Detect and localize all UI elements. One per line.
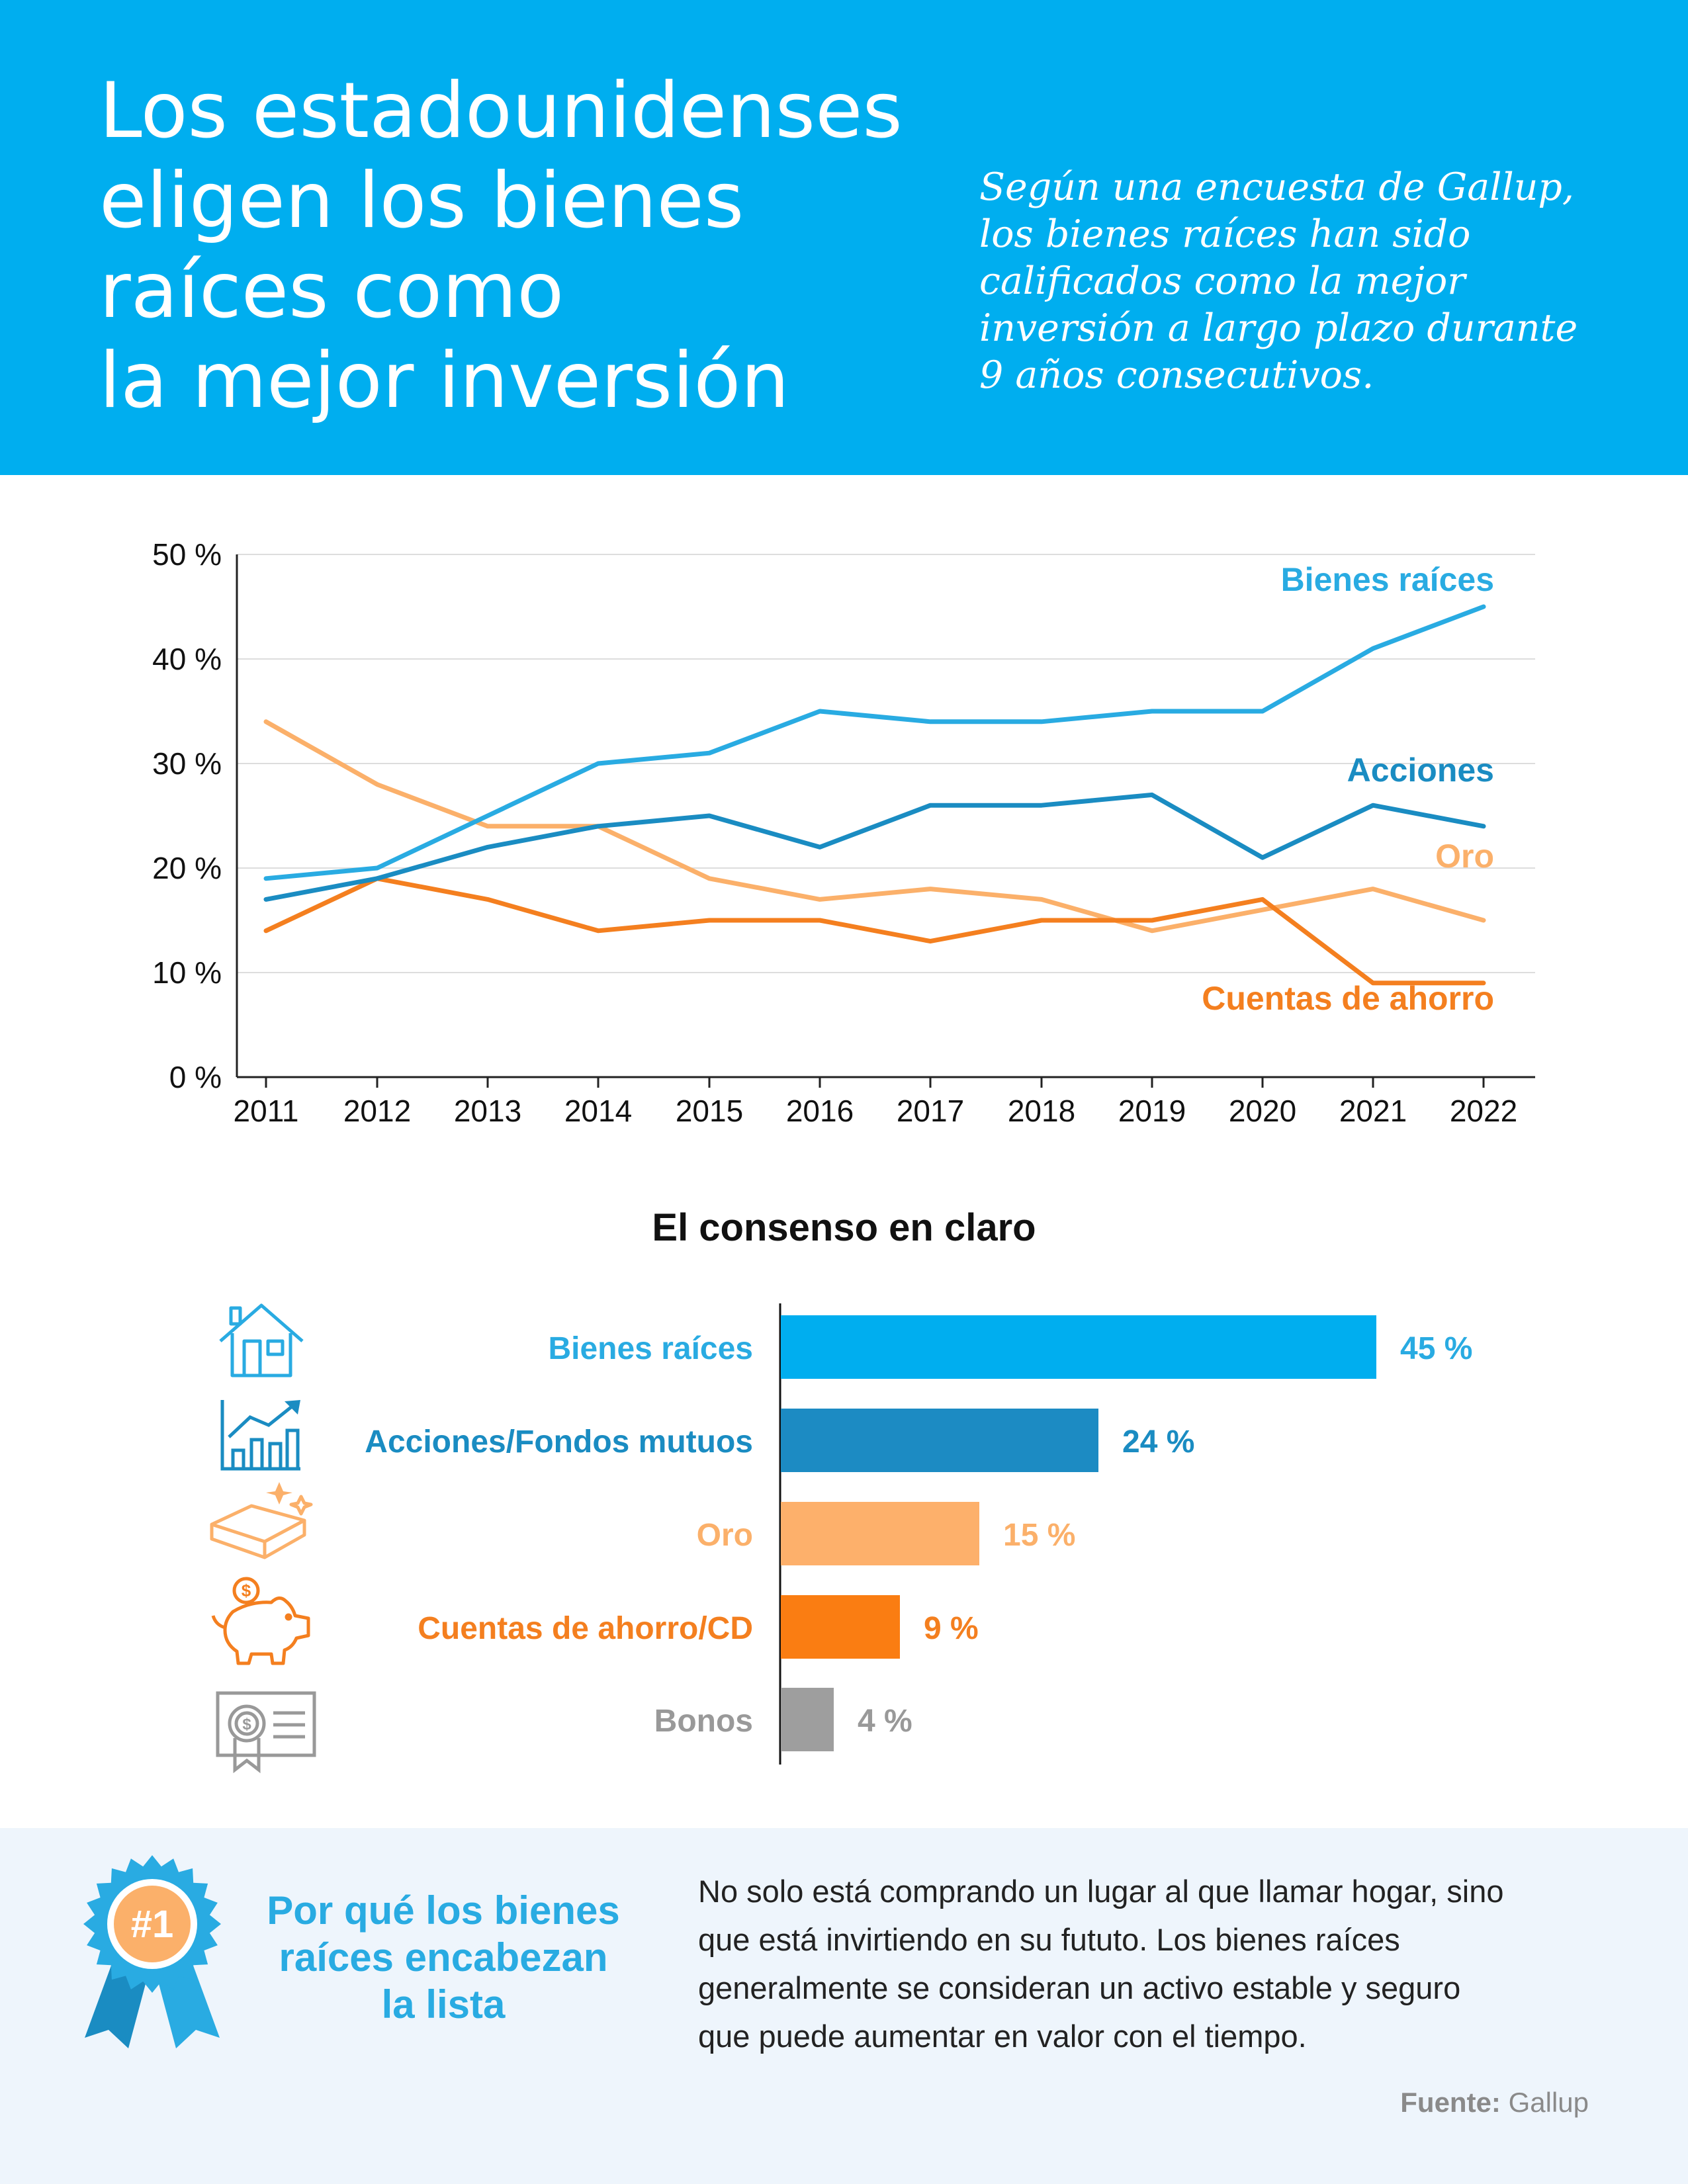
bar-value-label: 45 % <box>1400 1331 1472 1366</box>
x-tick-label: 2011 <box>234 1094 299 1128</box>
series-label: Bienes raíces <box>1281 561 1494 598</box>
x-tick-label: 2021 <box>1339 1094 1407 1128</box>
bond-certificate-icon: $ <box>216 1691 316 1773</box>
bar-category-label: Bienes raíces <box>548 1331 753 1366</box>
x-tick-label: 2012 <box>343 1094 411 1128</box>
series-line-cuentas-de-ahorro <box>263 876 1486 986</box>
x-tick-label: 2018 <box>1008 1094 1075 1128</box>
medal-rank: #1 <box>131 1903 174 1946</box>
y-tick-label: 50 % <box>152 537 222 572</box>
bar-category-label: Acciones/Fondos mutuos <box>365 1424 753 1460</box>
y-tick-label: 0 % <box>169 1060 222 1094</box>
svg-text:$: $ <box>242 1716 251 1733</box>
bar <box>781 1409 1098 1472</box>
series-line-acciones <box>263 792 1486 902</box>
series-label: Oro <box>1435 838 1494 875</box>
y-tick-label: 40 % <box>152 642 222 676</box>
footer-title: Por qué los bienes raíces encabezan la l… <box>267 1888 620 2027</box>
x-tick-label: 2014 <box>564 1094 632 1128</box>
bar <box>781 1502 979 1565</box>
bar-value-label: 15 % <box>1003 1518 1075 1553</box>
svg-text:$: $ <box>242 1581 251 1600</box>
page-title: Los estadounidenses eligen los bienes ra… <box>99 66 903 425</box>
x-tick-label: 2015 <box>676 1094 743 1128</box>
source-label: Fuente: <box>1400 2087 1501 2118</box>
bar-chart: Bienes raíces 45 % Acciones/Fondos mutuos 2… <box>365 1303 1472 1765</box>
x-tick-label: 2022 <box>1450 1094 1517 1128</box>
y-tick-label: 20 % <box>152 851 222 885</box>
line-chart: 0 % 10 % 20 % 30 % 40 % 50 % 2011 2012 2013 2014 2… <box>152 537 1535 1128</box>
bar-value-label: 9 % <box>924 1611 979 1646</box>
bar-chart-title: El consenso en claro <box>652 1206 1036 1249</box>
y-tick-label: 10 % <box>152 955 222 990</box>
medal-icon: #1 <box>83 1855 221 2048</box>
x-tick-label: 2016 <box>786 1094 854 1128</box>
footer-body: No solo está comprando un lugar al que l… <box>698 1874 1504 2054</box>
source-value: Gallup <box>1508 2087 1589 2118</box>
piggy-bank-icon: $ <box>211 1577 310 1665</box>
x-tick-label: 2017 <box>897 1094 964 1128</box>
x-tick-label: 2019 <box>1118 1094 1186 1128</box>
series-label: Acciones <box>1347 752 1494 789</box>
bar <box>781 1315 1376 1379</box>
x-tick-label: 2013 <box>454 1094 521 1128</box>
gold-bar-icon <box>210 1482 313 1559</box>
bar-category-label: Cuentas de ahorro/CD <box>418 1611 753 1646</box>
bar <box>781 1595 900 1659</box>
header-banner <box>0 0 1688 475</box>
growth-chart-icon <box>220 1400 300 1471</box>
series-label: Cuentas de ahorro <box>1202 980 1494 1017</box>
footer-panel <box>0 1828 1688 2184</box>
source-note: Fuente: Gallup <box>1400 2087 1589 2118</box>
series-line-bienes-raíces <box>263 604 1486 881</box>
series-line-oro <box>263 719 1486 934</box>
bar-value-label: 4 % <box>858 1704 912 1739</box>
bar-value-label: 24 % <box>1122 1424 1194 1460</box>
page-subtitle: Según una encuesta de Gallup, los bienes… <box>979 165 1578 397</box>
house-icon <box>219 1303 304 1377</box>
bar-category-label: Oro <box>697 1518 753 1553</box>
bar-category-label: Bonos <box>654 1704 753 1739</box>
x-tick-label: 2020 <box>1229 1094 1296 1128</box>
y-tick-label: 30 % <box>152 746 222 781</box>
bar <box>781 1688 834 1751</box>
